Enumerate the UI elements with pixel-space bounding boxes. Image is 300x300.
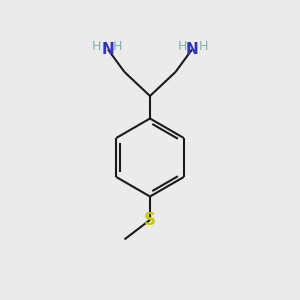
Text: S: S [144, 211, 156, 229]
Text: H: H [199, 40, 208, 53]
Text: H: H [113, 40, 123, 53]
Text: N: N [102, 42, 114, 57]
Text: H: H [177, 40, 187, 53]
Text: H: H [92, 40, 101, 53]
Text: N: N [186, 42, 198, 57]
